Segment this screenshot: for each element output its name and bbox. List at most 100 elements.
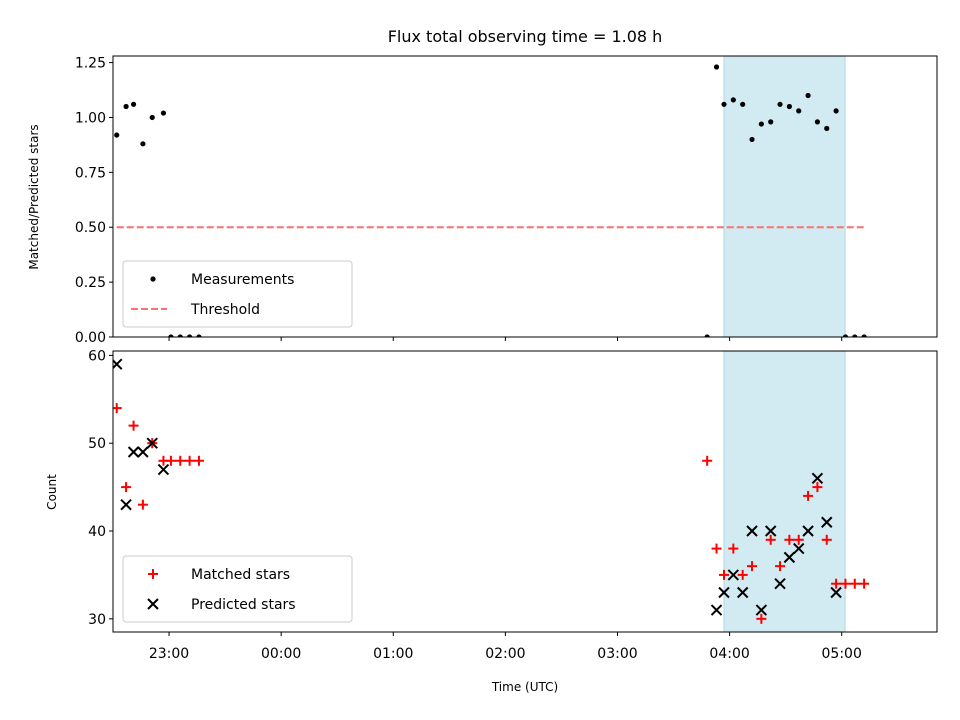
y-tick-label: 1.25 <box>75 56 106 72</box>
predicted-starspoint <box>127 446 140 458</box>
legend-dot-swatch <box>150 276 156 282</box>
x-tick-label: 23:00 <box>149 646 189 662</box>
legend-label: Predicted stars <box>191 597 296 613</box>
matched-starspoint <box>821 534 832 545</box>
measurementspoint <box>187 334 193 337</box>
legend-ratio: Measurements Threshold <box>122 260 353 328</box>
measurementspoint <box>149 114 155 121</box>
legend-label: Measurements <box>191 272 294 288</box>
measurementspoint <box>768 119 774 125</box>
measurementspoint <box>833 108 839 114</box>
matched-starspoint <box>840 578 851 589</box>
matched-starspoint <box>737 569 748 580</box>
measurementspoint <box>758 121 764 127</box>
axes-frame-ratio <box>112 55 938 338</box>
matched-starspoint <box>775 561 786 572</box>
measurementspoint <box>786 103 792 110</box>
legend-box <box>122 555 353 623</box>
y-tick-label: 60 <box>88 348 106 364</box>
observing-window-ratio <box>723 55 846 338</box>
matched-starspoint <box>121 482 132 493</box>
measurementspoint <box>114 132 120 138</box>
predicted-starspoint <box>811 472 824 485</box>
measurementspoint <box>123 103 129 110</box>
matched-starspoint <box>831 578 842 589</box>
predicted-starspoint <box>736 586 749 599</box>
measurementspoint <box>168 334 174 337</box>
measurementspoint <box>177 334 183 337</box>
legend-plus-swatch <box>148 569 158 579</box>
predicted-starspoint <box>783 551 796 564</box>
measurementspoint <box>130 101 137 107</box>
y-tick-label: 1.00 <box>75 110 106 126</box>
measurementspoint <box>796 108 802 114</box>
x-tick-label: 04:00 <box>709 646 749 662</box>
legend-box <box>122 260 353 328</box>
measurementspoint <box>805 92 811 99</box>
measurementspoint <box>704 334 710 337</box>
count-panel: 30 40 50 60 23:00 00:00 01:00 02:00 03:00 04:00 05… <box>88 348 938 662</box>
matched-starspoint <box>128 420 139 431</box>
matched-starspoint <box>718 569 729 580</box>
x-tick-label: 05:00 <box>822 646 862 662</box>
measurementspoint <box>160 110 167 116</box>
y-tick-label: 50 <box>88 436 106 452</box>
predicted-starspoint <box>710 604 723 616</box>
legend-x-swatch <box>147 598 159 610</box>
matched-starspoint <box>812 482 823 493</box>
measurementspoint <box>861 334 867 337</box>
predicted-starspoint <box>755 604 768 616</box>
measurementspoint <box>852 334 858 337</box>
measurementspoint <box>842 334 849 337</box>
legend-counts: Matched stars Predicted stars <box>122 555 353 623</box>
measurementspoint <box>814 119 821 125</box>
y-tick-label: 0.25 <box>75 275 106 291</box>
predicted-starspoint <box>746 525 758 537</box>
matched-starspoint <box>784 534 795 545</box>
axes-frame-counts <box>112 350 938 633</box>
x-tick-label: 00:00 <box>261 646 301 662</box>
matched-starspoint <box>184 455 195 466</box>
legend-label: Matched stars <box>191 567 290 583</box>
measurementspoint <box>721 101 727 107</box>
y-tick-label: 0.75 <box>75 165 106 181</box>
matched-starspoint <box>793 534 804 545</box>
y-tick-label: 30 <box>88 612 106 628</box>
plot-area-ratio <box>114 64 867 337</box>
observing-window-counts <box>723 350 846 633</box>
predicted-starspoint <box>830 586 842 599</box>
matched-starspoint <box>728 543 739 554</box>
matched-starspoint <box>756 613 767 624</box>
predicted-starspoint <box>821 516 833 528</box>
x-tick-label: 02:00 <box>485 646 525 662</box>
matched-starspoint <box>803 490 814 501</box>
measurementspoint <box>777 101 783 107</box>
predicted-starspoint <box>718 586 730 599</box>
measurementspoint <box>713 64 720 70</box>
y-tick-label: 0.00 <box>75 330 106 346</box>
predicted-starspoint <box>793 542 805 555</box>
predicted-starspoint <box>802 525 814 537</box>
predicted-starspoint <box>157 463 170 476</box>
matched-starspoint <box>193 455 204 466</box>
matched-starspoint <box>765 534 776 545</box>
matched-starspoint <box>137 499 148 510</box>
legend-label: Threshold <box>190 302 260 318</box>
measurementspoint <box>749 136 755 143</box>
predicted-starspoint <box>727 569 740 581</box>
matched-starspoint <box>711 543 722 554</box>
matched-starspoint <box>849 578 860 589</box>
count-y-axis-label: Count <box>45 474 59 510</box>
matched-starspoint <box>747 561 758 572</box>
matched-starspoint <box>165 455 176 466</box>
plot-area-counts <box>113 358 870 624</box>
measurementspoint <box>140 141 146 147</box>
ratio-panel: 0.00 0.25 0.50 0.75 1.00 1.25 Measurements Thre… <box>75 55 938 346</box>
predicted-starspoint <box>774 577 786 590</box>
predicted-starspoint <box>120 498 132 511</box>
predicted-starspoint <box>137 446 149 458</box>
predicted-starspoint <box>764 525 777 537</box>
matched-starspoint <box>859 578 870 589</box>
chart-title: Flux total observing time = 1.08 h <box>388 27 663 46</box>
x-tick-label: 03:00 <box>597 646 637 662</box>
